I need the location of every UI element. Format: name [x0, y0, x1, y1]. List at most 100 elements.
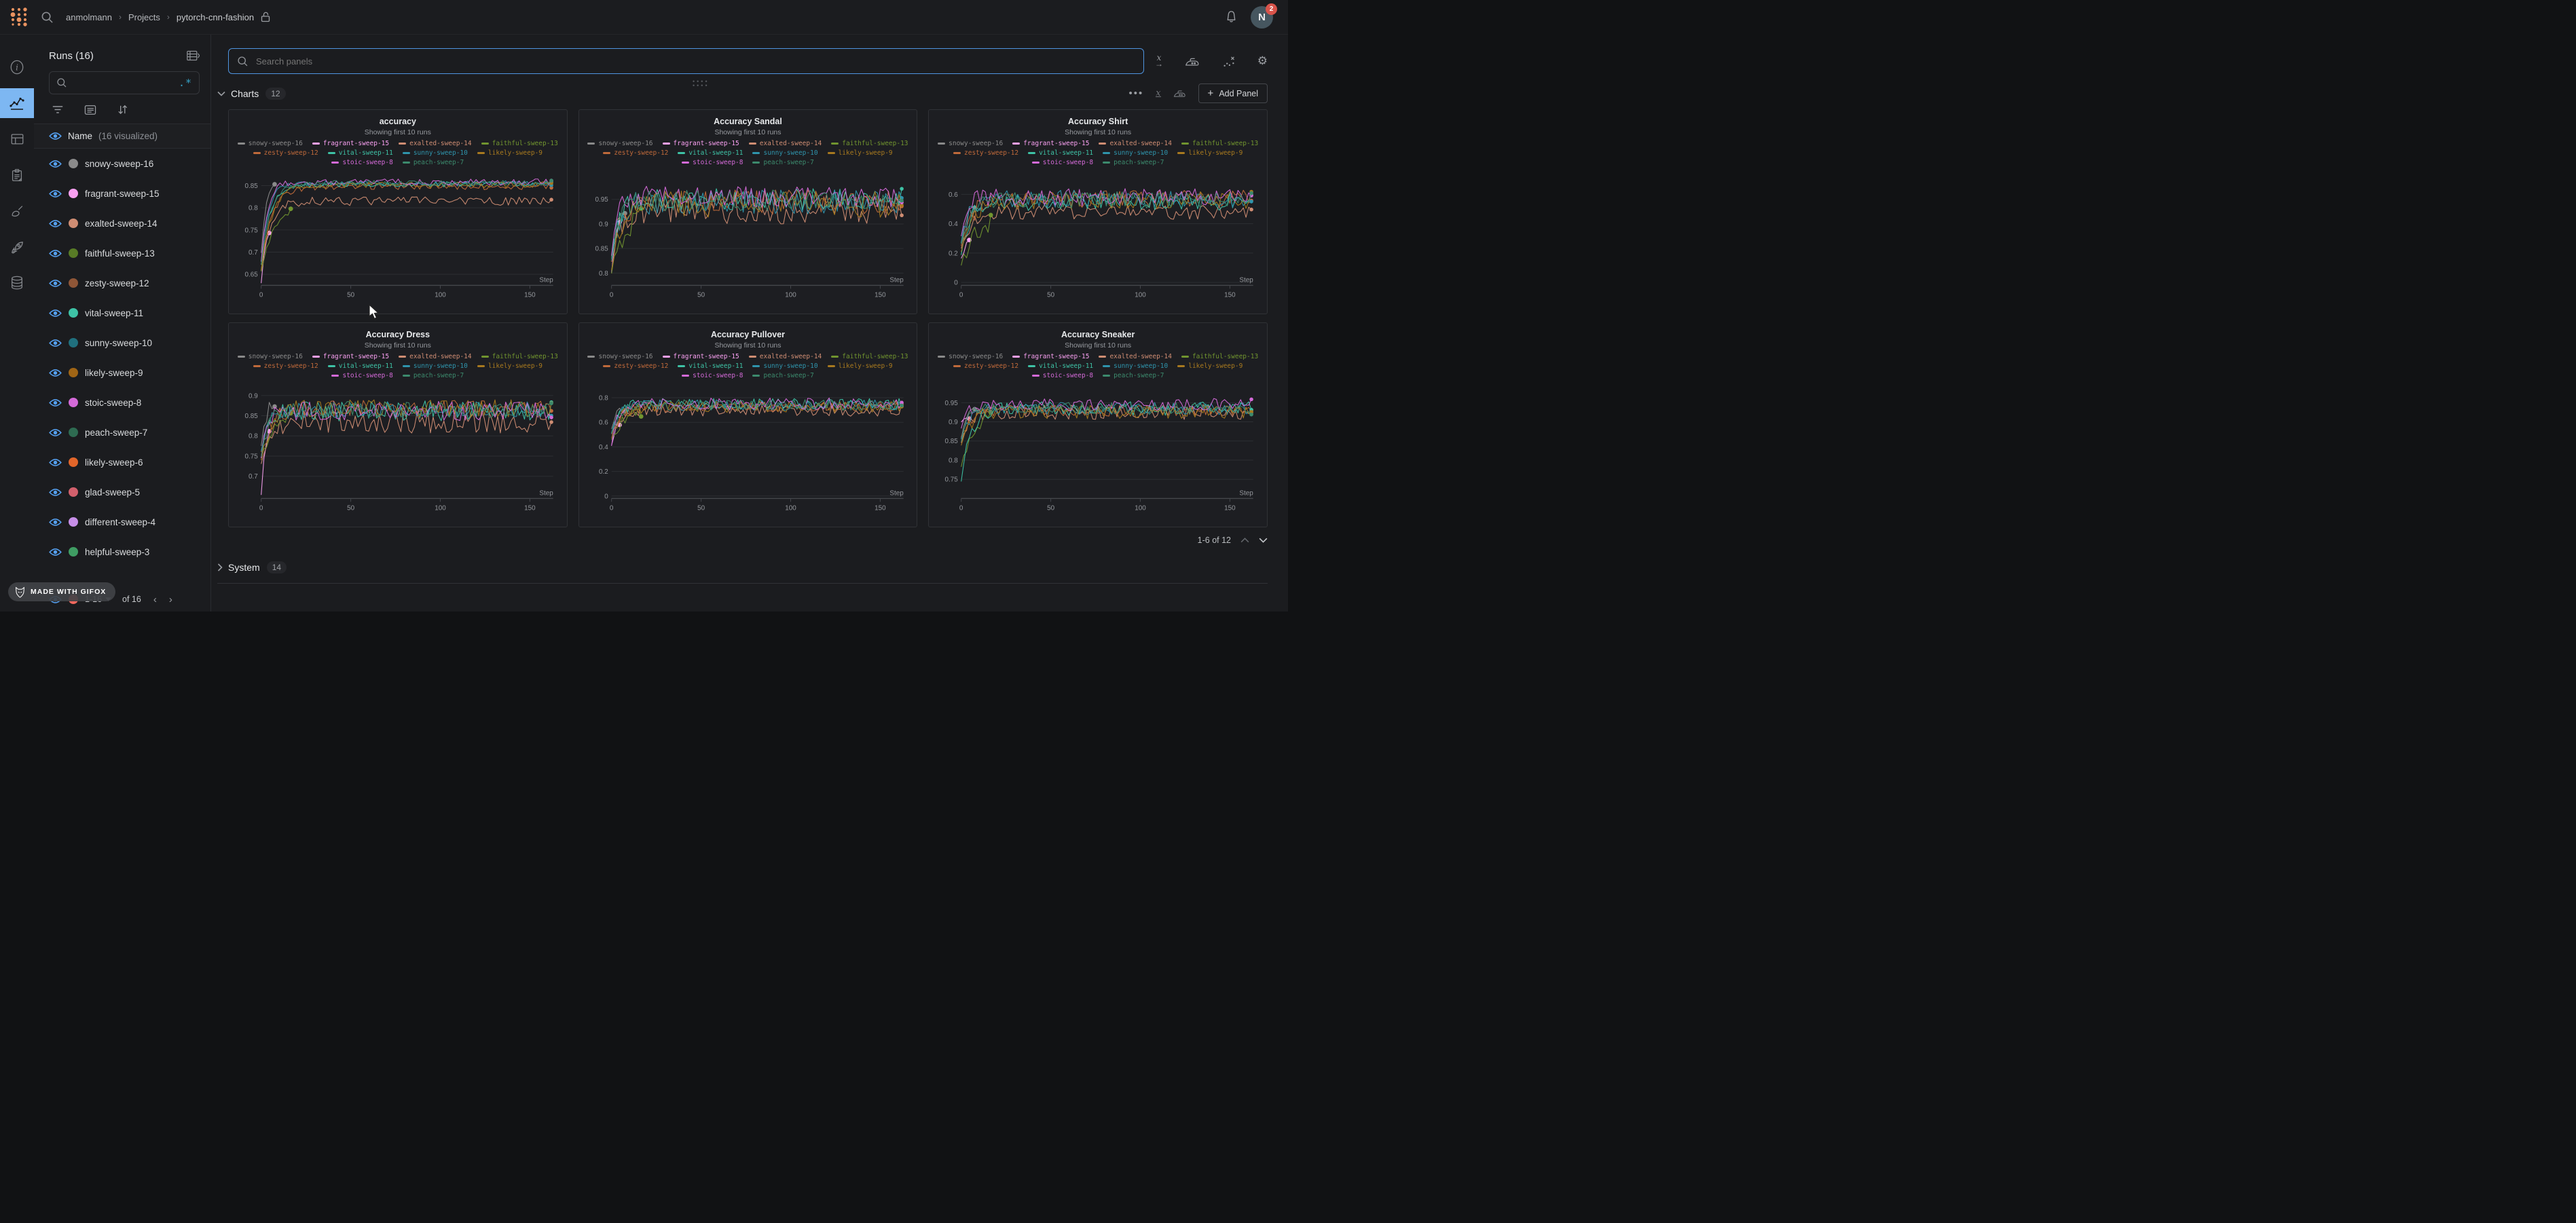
legend-item[interactable]: peach-sweep-7 [403, 371, 464, 380]
page-down-icon[interactable] [1259, 538, 1268, 543]
legend-item[interactable]: faithful-sweep-13 [831, 139, 908, 148]
legend-item[interactable]: zesty-sweep-12 [253, 362, 318, 371]
legend-item[interactable]: vital-sweep-11 [328, 362, 393, 371]
wandb-logo-icon[interactable] [10, 7, 29, 27]
eye-icon[interactable] [49, 548, 62, 557]
charts-smoothing-icon[interactable] [1173, 88, 1186, 98]
eye-icon[interactable] [49, 458, 62, 467]
legend-item[interactable]: likely-sweep-9 [1177, 362, 1243, 371]
panel-chart[interactable]: 0.60.40.20050100150Step [937, 168, 1259, 301]
outliers-icon[interactable] [1222, 55, 1236, 68]
legend-item[interactable]: vital-sweep-11 [678, 362, 743, 371]
rail-sweeps-icon[interactable] [0, 196, 34, 226]
legend-item[interactable]: snowy-sweep-16 [238, 352, 303, 361]
eye-icon[interactable] [49, 159, 62, 168]
run-row[interactable]: vital-sweep-11 [34, 298, 210, 328]
legend-item[interactable]: vital-sweep-11 [1028, 362, 1093, 371]
run-name[interactable]: helpful-sweep-3 [85, 547, 149, 557]
legend-item[interactable]: likely-sweep-9 [477, 149, 542, 157]
run-name[interactable]: likely-sweep-9 [85, 368, 143, 378]
legend-item[interactable]: exalted-sweep-14 [399, 139, 472, 148]
run-row[interactable]: peach-sweep-7 [34, 417, 210, 447]
run-name[interactable]: peach-sweep-7 [85, 428, 147, 438]
legend-item[interactable]: exalted-sweep-14 [1099, 139, 1172, 148]
run-name[interactable]: likely-sweep-6 [85, 457, 143, 468]
run-row[interactable]: glad-sweep-5 [34, 477, 210, 507]
legend-item[interactable]: sunny-sweep-10 [752, 362, 817, 371]
legend-item[interactable]: faithful-sweep-13 [1181, 352, 1258, 361]
legend-item[interactable]: sunny-sweep-10 [1103, 149, 1168, 157]
legend-item[interactable]: zesty-sweep-12 [953, 362, 1018, 371]
smoothing-iron-icon[interactable] [1185, 56, 1200, 67]
legend-item[interactable]: fragrant-sweep-15 [1012, 352, 1089, 361]
eye-icon[interactable] [49, 339, 62, 347]
legend-item[interactable]: sunny-sweep-10 [752, 149, 817, 157]
eye-icon[interactable] [49, 249, 62, 258]
run-row[interactable]: likely-sweep-6 [34, 447, 210, 477]
legend-item[interactable]: stoic-sweep-8 [682, 158, 743, 167]
eye-icon[interactable] [49, 428, 62, 437]
run-row[interactable]: exalted-sweep-14 [34, 208, 210, 238]
legend-item[interactable]: vital-sweep-11 [678, 149, 743, 157]
run-name[interactable]: snowy-sweep-16 [85, 159, 153, 169]
charts-section-label[interactable]: Charts [231, 88, 259, 99]
legend-item[interactable]: exalted-sweep-14 [749, 352, 822, 361]
chart-panel-accuracy-shirt[interactable]: Accuracy ShirtShowing first 10 runssnowy… [928, 109, 1268, 314]
legend-item[interactable]: fragrant-sweep-15 [312, 352, 389, 361]
legend-item[interactable]: snowy-sweep-16 [587, 352, 652, 361]
chart-panel-accuracy[interactable]: accuracyShowing first 10 runssnowy-sweep… [228, 109, 568, 314]
eye-icon[interactable] [49, 369, 62, 377]
legend-item[interactable]: zesty-sweep-12 [953, 149, 1018, 157]
charts-x-axis-icon[interactable]: x [1156, 90, 1160, 97]
run-name[interactable]: faithful-sweep-13 [85, 248, 155, 259]
eye-icon[interactable] [49, 219, 62, 228]
page-up-icon[interactable] [1240, 538, 1249, 543]
rail-charts-icon[interactable] [0, 88, 34, 118]
run-name[interactable]: stoic-sweep-8 [85, 398, 141, 408]
legend-item[interactable]: zesty-sweep-12 [253, 149, 318, 157]
runs-search-input[interactable] [73, 77, 173, 89]
run-row[interactable]: sunny-sweep-10 [34, 328, 210, 358]
runs-name-header[interactable]: Name (16 visualized) [34, 124, 210, 149]
legend-item[interactable]: snowy-sweep-16 [938, 139, 1003, 148]
eye-icon[interactable] [49, 189, 62, 198]
chart-panel-accuracy-dress[interactable]: Accuracy DressShowing first 10 runssnowy… [228, 322, 568, 527]
run-name[interactable]: zesty-sweep-12 [85, 278, 149, 288]
legend-item[interactable]: peach-sweep-7 [1103, 371, 1164, 380]
x-axis-settings-icon[interactable]: x→ [1155, 55, 1163, 67]
run-name[interactable]: fragrant-sweep-15 [85, 189, 160, 199]
rail-artifacts-icon[interactable] [0, 268, 34, 298]
section-drag-handle[interactable]: •••••••• [693, 79, 710, 88]
legend-item[interactable]: snowy-sweep-16 [938, 352, 1003, 361]
breadcrumb-project[interactable]: pytorch-cnn-fashion [177, 12, 254, 22]
legend-item[interactable]: fragrant-sweep-15 [663, 139, 739, 148]
global-search-icon[interactable] [41, 11, 54, 24]
charts-more-menu-icon[interactable]: ••• [1128, 88, 1143, 99]
run-name[interactable]: glad-sweep-5 [85, 487, 140, 497]
legend-item[interactable]: stoic-sweep-8 [1032, 158, 1093, 167]
rail-overview-icon[interactable]: i [0, 52, 34, 82]
legend-item[interactable]: peach-sweep-7 [752, 371, 813, 380]
run-row[interactable]: zesty-sweep-12 [34, 268, 210, 298]
system-expand-chevron-icon[interactable] [217, 563, 223, 571]
run-name[interactable]: exalted-sweep-14 [85, 219, 158, 229]
run-row[interactable]: stoic-sweep-8 [34, 388, 210, 417]
legend-item[interactable]: vital-sweep-11 [1028, 149, 1093, 157]
run-row[interactable]: fragrant-sweep-15 [34, 178, 210, 208]
system-section-label[interactable]: System [228, 562, 260, 573]
legend-item[interactable]: sunny-sweep-10 [403, 149, 468, 157]
legend-item[interactable]: sunny-sweep-10 [403, 362, 468, 371]
runs-table-expand-icon[interactable] [186, 50, 200, 62]
legend-item[interactable]: faithful-sweep-13 [831, 352, 908, 361]
eye-icon[interactable] [49, 488, 62, 497]
panel-chart[interactable]: 0.850.80.750.70.65050100150Step [237, 168, 559, 301]
legend-item[interactable]: fragrant-sweep-15 [1012, 139, 1089, 148]
group-list-icon[interactable] [84, 105, 96, 115]
legend-item[interactable]: likely-sweep-9 [1177, 149, 1243, 157]
legend-item[interactable]: likely-sweep-9 [828, 362, 893, 371]
legend-item[interactable]: peach-sweep-7 [403, 158, 464, 167]
chart-panel-accuracy-sneaker[interactable]: Accuracy SneakerShowing first 10 runssno… [928, 322, 1268, 527]
legend-item[interactable]: zesty-sweep-12 [603, 149, 668, 157]
runs-prev-page-icon[interactable]: ‹ [153, 594, 157, 605]
legend-item[interactable]: zesty-sweep-12 [603, 362, 668, 371]
